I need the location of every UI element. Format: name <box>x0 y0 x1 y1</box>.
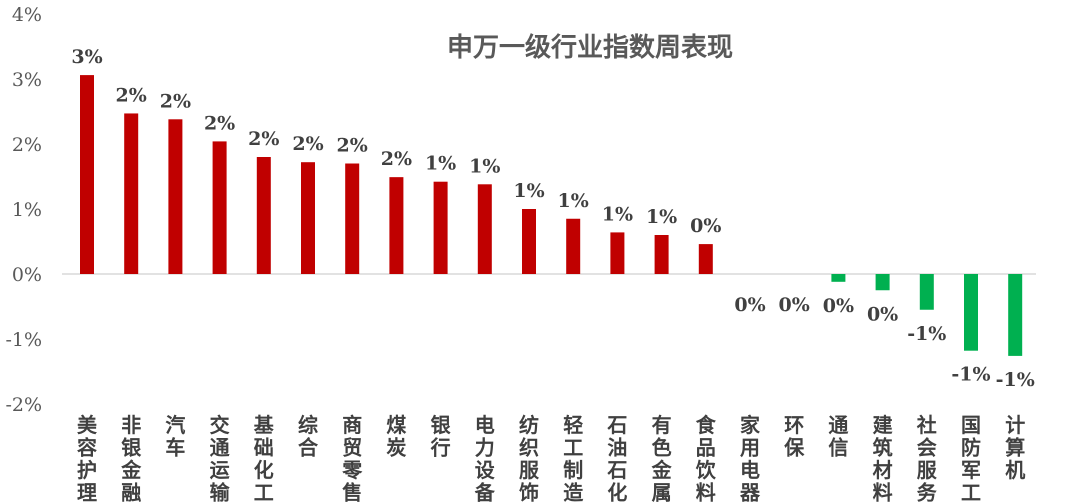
category-label: 环保 <box>783 413 805 460</box>
category-label: 纺织服饰 <box>519 413 540 502</box>
bar <box>919 274 934 310</box>
data-label: 0% <box>823 295 854 317</box>
bar <box>831 274 846 282</box>
category-label: 计算机 <box>1005 413 1025 482</box>
data-label: 2% <box>248 128 279 150</box>
bar <box>698 244 713 274</box>
y-axis: -2% -1% 0% 1% 2% 3% 4% <box>5 4 42 416</box>
category-label: 建筑材料 <box>873 413 893 502</box>
bar <box>124 113 139 274</box>
bar <box>256 157 271 274</box>
bar-series <box>80 75 1023 356</box>
data-labels: 3% 2% 2% 2% 2% 2% 2% 2% 1% 1% 1% 1% 1% 1% 0% 0% 0% 0% 0% -1… <box>71 46 1034 391</box>
data-label: -1% <box>951 364 990 386</box>
data-label: -1% <box>907 323 946 345</box>
category-label: 轻工制造 <box>563 413 584 502</box>
category-label: 煤炭 <box>386 413 406 460</box>
bar <box>522 209 536 274</box>
bar <box>345 163 360 274</box>
data-label: 2% <box>337 135 368 157</box>
data-label: 0% <box>779 294 810 316</box>
bar <box>80 75 94 274</box>
bar <box>1008 274 1023 356</box>
bar <box>875 274 890 291</box>
bar <box>610 232 625 274</box>
category-label: 通信 <box>828 413 848 460</box>
data-label: 1% <box>646 206 677 228</box>
y-tick-label: 3% <box>12 69 42 91</box>
data-label: 0% <box>734 294 765 316</box>
bar <box>477 184 492 274</box>
data-label: 2% <box>381 148 412 170</box>
data-label: 3% <box>71 46 102 68</box>
data-label: 1% <box>425 153 456 175</box>
category-label: 交通运输 <box>210 413 231 502</box>
bar <box>301 162 315 274</box>
bar <box>212 141 227 274</box>
category-label: 汽车 <box>165 413 185 460</box>
bar <box>566 218 581 274</box>
y-tick-label: 2% <box>12 134 42 156</box>
category-label: 银行 <box>430 413 452 460</box>
chart-title: 申万一级行业指数周表现 <box>447 32 733 63</box>
category-label: 社会服务 <box>916 413 938 502</box>
category-label: 食品饮料 <box>695 413 717 502</box>
data-label: -1% <box>996 369 1035 391</box>
bar <box>389 177 404 274</box>
data-label: 1% <box>513 180 544 202</box>
data-label: 2% <box>292 133 323 155</box>
category-label: 家用电器 <box>739 413 761 502</box>
category-label: 石油石化 <box>606 413 627 502</box>
category-label: 基础化工 <box>254 413 275 502</box>
category-label: 国防军工 <box>961 413 981 502</box>
bar <box>433 181 448 274</box>
y-tick-label: 0% <box>12 264 42 286</box>
data-label: 2% <box>160 90 191 112</box>
category-label: 综合 <box>298 413 319 460</box>
data-label: 2% <box>116 84 147 106</box>
bar <box>964 274 978 351</box>
data-label: 1% <box>602 203 633 225</box>
data-label: 0% <box>867 303 898 325</box>
data-label: 1% <box>469 155 500 177</box>
data-label: 2% <box>204 112 235 134</box>
category-label: 商贸零售 <box>341 413 363 502</box>
bar <box>168 119 183 274</box>
category-label: 电力设备 <box>474 413 496 502</box>
category-label: 有色金属 <box>651 413 673 502</box>
y-tick-label: 4% <box>12 4 42 26</box>
y-tick-label: 1% <box>12 199 42 221</box>
y-tick-label: -2% <box>5 394 42 416</box>
y-tick-label: -1% <box>5 329 42 351</box>
category-label: 非银金融 <box>120 413 142 502</box>
bar <box>654 235 669 274</box>
category-label: 美容护理 <box>77 413 98 502</box>
data-label: 0% <box>690 215 721 237</box>
data-label: 1% <box>558 190 589 212</box>
